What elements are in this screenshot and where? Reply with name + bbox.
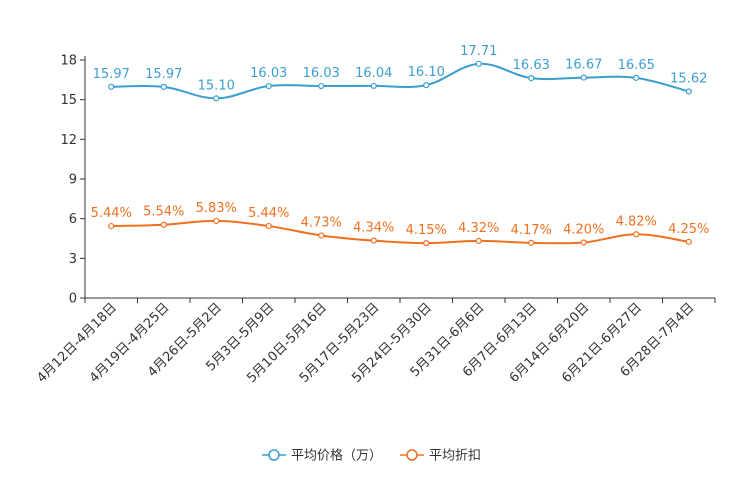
data-point	[633, 231, 640, 238]
y-tick-label: 15	[60, 93, 77, 108]
y-tick-label: 3	[69, 252, 77, 267]
series-line	[111, 62, 690, 100]
data-point	[685, 238, 692, 245]
data-label: 16.04	[355, 66, 392, 81]
data-label: 4.15%	[406, 223, 447, 238]
legend-label: 平均折扣	[429, 449, 481, 464]
data-label: 15.10	[198, 78, 235, 93]
data-label: 5.44%	[248, 206, 289, 221]
data-point	[528, 75, 535, 82]
data-label: 16.03	[250, 66, 287, 81]
data-label: 17.71	[460, 44, 497, 59]
data-point	[108, 222, 115, 230]
data-label: 4.82%	[616, 214, 657, 229]
data-point	[370, 82, 377, 90]
legend-item-1[interactable]: 平均折扣	[400, 449, 481, 464]
data-point	[475, 60, 482, 67]
data-label: 4.17%	[511, 223, 552, 238]
data-label: 16.65	[618, 58, 655, 73]
data-label: 5.54%	[143, 205, 184, 220]
series-1: 5.44% 5.54% 5.83% 5.44% 4.73% 4.34% 4.15% 4.32%…	[91, 201, 709, 247]
data-point	[265, 222, 272, 230]
data-label: 15.97	[93, 67, 130, 82]
series-line	[111, 219, 689, 245]
data-point	[265, 82, 272, 90]
data-point	[160, 221, 167, 228]
data-label: 15.97	[145, 67, 182, 82]
legend-item-0[interactable]: 平均价格（万）	[262, 448, 382, 464]
data-label: 4.34%	[353, 221, 394, 236]
data-point	[108, 83, 115, 90]
series-layer: 15.97 15.97 15.10 16.03 16.03 16.04 16.10 17.71…	[91, 44, 709, 247]
legend-marker-icon	[406, 449, 418, 461]
data-label: 15.62	[670, 71, 707, 86]
legend-marker-icon	[268, 449, 280, 461]
data-label: 16.67	[565, 58, 602, 73]
data-point	[528, 239, 535, 246]
data-point	[580, 74, 587, 81]
data-label: 5.44%	[91, 206, 132, 221]
data-label: 4.32%	[458, 221, 499, 236]
y-tick-label: 12	[60, 133, 77, 148]
data-point	[475, 237, 482, 244]
data-label: 4.25%	[668, 222, 709, 237]
data-point	[318, 232, 325, 239]
data-point	[370, 237, 377, 244]
data-point	[423, 82, 430, 89]
data-label: 5.83%	[196, 201, 237, 216]
data-point	[160, 83, 167, 90]
legend-label: 平均价格（万）	[291, 448, 382, 464]
data-label: 4.73%	[301, 215, 342, 230]
y-tick-label: 9	[69, 173, 77, 188]
data-point	[318, 82, 325, 90]
data-point	[580, 239, 587, 246]
y-tick-label: 6	[69, 212, 77, 227]
data-point	[423, 240, 430, 247]
series-0: 15.97 15.97 15.10 16.03 16.03 16.04 16.10 17.71…	[93, 44, 707, 102]
data-point	[213, 95, 220, 102]
data-label: 16.10	[408, 65, 445, 80]
y-tick-label: 18	[60, 54, 77, 69]
data-point	[213, 217, 220, 225]
y-tick-label: 0	[69, 292, 77, 307]
data-point	[633, 74, 640, 81]
data-label: 4.20%	[563, 222, 604, 237]
legend: 平均价格（万） 平均折扣	[262, 448, 481, 464]
data-label: 16.63	[513, 58, 550, 73]
data-label: 16.03	[303, 66, 340, 81]
data-point	[685, 88, 692, 95]
